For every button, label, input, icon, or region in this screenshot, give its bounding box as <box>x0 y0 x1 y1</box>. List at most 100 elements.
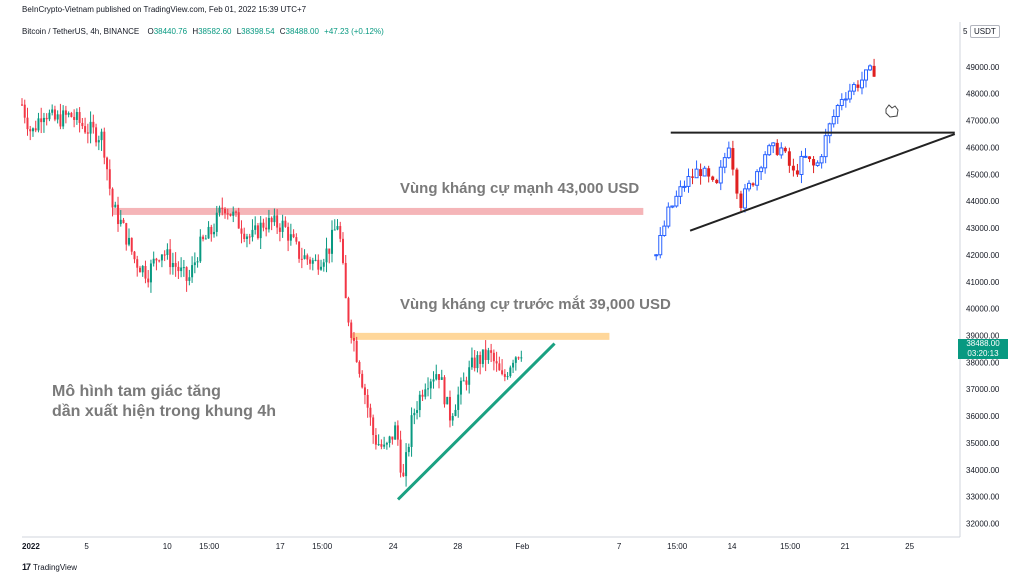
candle-body <box>361 373 364 388</box>
candle-body <box>182 267 185 269</box>
candle-body <box>251 229 254 238</box>
candle-body <box>23 104 26 118</box>
candle-body <box>292 234 295 238</box>
candle-body <box>303 255 306 259</box>
candle-body <box>851 84 856 92</box>
candle-body <box>224 208 227 214</box>
candle-body <box>325 248 328 263</box>
candle-body <box>158 260 161 262</box>
candle-body <box>407 446 410 453</box>
candle-body <box>868 65 873 71</box>
x-tick-label: 2022 <box>22 542 40 551</box>
candle-body <box>380 444 383 447</box>
candle-body <box>92 121 95 128</box>
candle-body <box>771 142 776 147</box>
candle-body <box>125 223 128 245</box>
candle-body <box>322 262 325 267</box>
candle-body <box>166 249 169 255</box>
candle-body <box>350 322 353 338</box>
candle-body <box>399 439 402 473</box>
candle-body <box>416 410 419 413</box>
candle-body <box>339 226 342 239</box>
close-label: C <box>279 27 286 36</box>
candle-body <box>767 145 772 156</box>
resistance-strong-zone <box>112 207 644 215</box>
x-tick-label: 15:00 <box>667 542 688 551</box>
candle-body <box>501 370 504 375</box>
last-price-countdown: 03:20:13 <box>967 349 999 358</box>
candle-body <box>707 168 711 177</box>
candle-body <box>718 166 723 184</box>
candle-body <box>454 409 457 416</box>
x-tick-label: 10 <box>163 542 172 551</box>
candle-body <box>803 155 808 158</box>
candle-body <box>812 159 816 166</box>
candle-body <box>336 226 339 230</box>
candle-body <box>81 122 84 127</box>
y-tick-label: 47000.00 <box>966 117 1000 126</box>
last-price-tag: 38488.00 03:20:13 <box>958 339 1008 359</box>
resistance-near-label: Vùng kháng cự trước mắt 39,000 USD <box>400 295 671 313</box>
candle-body <box>459 380 462 395</box>
candle-body <box>410 415 413 447</box>
candle-body <box>333 229 336 231</box>
candle-body <box>843 98 848 101</box>
candle-body <box>739 193 743 208</box>
candle-body <box>29 129 32 132</box>
y-tick-label: 39000.00 <box>966 332 1000 341</box>
candle-body <box>699 169 703 176</box>
candle-body <box>84 126 87 133</box>
candle-body <box>344 262 347 299</box>
y-tick-label: 34000.00 <box>966 466 1000 475</box>
resistance-strong-label: Vùng kháng cự mạnh 43,000 USD <box>400 180 639 197</box>
candle-body <box>374 435 377 445</box>
candle-body <box>352 337 355 341</box>
candle-body <box>26 117 29 130</box>
high-label: H <box>192 27 199 36</box>
candle-body <box>163 254 166 256</box>
candle-body <box>174 263 177 267</box>
currency-selector[interactable]: USDT <box>970 25 1000 38</box>
change-value: +47.23 (+0.12%) <box>324 27 384 36</box>
candle-body <box>45 117 48 120</box>
candle-body <box>432 379 435 382</box>
hand-cursor-icon <box>885 104 899 118</box>
candle-body <box>783 147 787 152</box>
candle-body <box>240 228 243 234</box>
candle-body <box>221 207 224 209</box>
candle-body <box>180 267 183 272</box>
candle-body <box>284 220 287 227</box>
x-tick-label: 25 <box>905 542 914 551</box>
candle-body <box>451 415 454 421</box>
y-tick-label: 43000.00 <box>966 224 1000 233</box>
candle-body <box>300 258 303 260</box>
candle-body <box>366 394 369 408</box>
candle-body <box>358 361 361 374</box>
candle-body <box>31 128 34 132</box>
candle-body <box>155 258 158 261</box>
candle-body <box>226 213 229 215</box>
candle-body <box>509 367 512 377</box>
candle-body <box>686 176 691 187</box>
candle-body <box>136 259 139 268</box>
x-tick-label: 17 <box>276 542 285 551</box>
candle-body <box>215 212 218 232</box>
candle-body <box>674 195 679 207</box>
candle-body <box>421 394 424 397</box>
x-tick-label: 15:00 <box>199 542 220 551</box>
candle-body <box>276 215 279 228</box>
x-tick-label: 7 <box>617 542 622 551</box>
x-tick-labels: 2022 5 10 15:00 17 15:00 24 28 Feb 7 15:00 14 15:00 2… <box>22 542 915 551</box>
candle-body <box>819 156 824 164</box>
x-tick-label: 21 <box>841 542 850 551</box>
candle-body <box>331 229 334 254</box>
candle-body <box>694 168 699 179</box>
candle-body <box>799 155 804 176</box>
trendlines-layer <box>396 131 956 501</box>
resistance-zones <box>112 207 644 340</box>
candle-body <box>287 226 290 241</box>
candle-body <box>289 234 292 241</box>
candle-body <box>787 151 791 166</box>
footer-brand[interactable]: 17 TradingView <box>22 562 77 572</box>
